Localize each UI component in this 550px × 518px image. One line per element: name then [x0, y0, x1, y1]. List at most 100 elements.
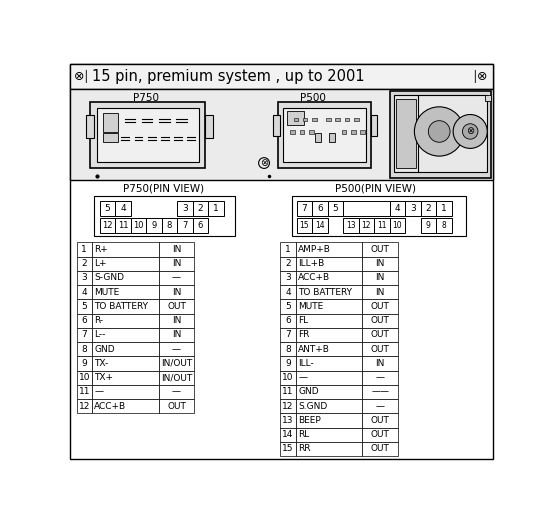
Text: IN: IN [172, 259, 181, 268]
Text: IN: IN [172, 330, 181, 339]
Text: TX-: TX- [95, 359, 108, 368]
Bar [158, 271, 194, 285]
Text: 9: 9 [81, 359, 87, 368]
Bar [362, 413, 398, 427]
Bar [309, 130, 313, 134]
Bar [158, 285, 194, 299]
Text: ⊗: ⊗ [260, 158, 268, 168]
Text: 9: 9 [426, 221, 431, 230]
Bar [158, 313, 194, 328]
Bar [371, 114, 377, 136]
Bar [158, 356, 194, 370]
Text: 9: 9 [151, 221, 157, 230]
Bar [296, 370, 362, 385]
Bar [343, 218, 359, 233]
Bar [92, 285, 158, 299]
Text: R-: R- [95, 316, 103, 325]
Text: 7: 7 [182, 221, 188, 230]
Bar [70, 89, 493, 180]
Text: 3: 3 [81, 274, 87, 282]
Bar [158, 385, 194, 399]
Text: MUTE: MUTE [298, 302, 323, 311]
Bar [76, 385, 92, 399]
Bar [92, 242, 158, 256]
Text: ⊗: ⊗ [477, 69, 488, 82]
Bar [92, 256, 158, 271]
Text: 5: 5 [81, 302, 87, 311]
Bar [329, 133, 336, 142]
Text: 11: 11 [282, 387, 294, 396]
Text: RR: RR [298, 444, 311, 453]
Text: 15: 15 [300, 221, 309, 230]
Bar [312, 201, 328, 216]
Text: —: — [172, 274, 181, 282]
Bar [162, 218, 177, 233]
Text: GND: GND [298, 387, 319, 396]
Text: ⊗: ⊗ [466, 126, 474, 136]
Text: 11: 11 [377, 221, 387, 230]
Circle shape [414, 107, 464, 156]
Text: OUT: OUT [371, 245, 390, 254]
Text: FR: FR [298, 330, 310, 339]
Bar [192, 218, 208, 233]
Bar [421, 218, 436, 233]
Bar [296, 399, 362, 413]
Bar [396, 99, 416, 168]
Bar [76, 313, 92, 328]
Text: L+: L+ [95, 259, 107, 268]
Bar [359, 218, 374, 233]
Text: GND: GND [95, 344, 115, 354]
Text: 7: 7 [285, 330, 291, 339]
Text: OUT: OUT [167, 401, 186, 411]
Text: P750(PIN VIEW): P750(PIN VIEW) [123, 183, 204, 193]
Text: 13: 13 [346, 221, 356, 230]
Text: 1: 1 [213, 204, 219, 213]
Bar [362, 342, 398, 356]
Text: 3: 3 [410, 204, 416, 213]
Bar [280, 399, 296, 413]
Bar [280, 385, 296, 399]
Text: OUT: OUT [371, 430, 390, 439]
Bar [485, 95, 491, 102]
Bar [292, 196, 466, 236]
Bar [294, 118, 298, 121]
Bar [76, 271, 92, 285]
Text: 10: 10 [79, 373, 90, 382]
Bar [158, 256, 194, 271]
Bar [354, 118, 359, 121]
Text: P500(PIN VIEW): P500(PIN VIEW) [335, 183, 416, 193]
Circle shape [258, 157, 270, 168]
Bar [360, 130, 365, 134]
Text: OUT: OUT [371, 344, 390, 354]
Bar [92, 271, 158, 285]
Bar [290, 130, 295, 134]
Bar [280, 370, 296, 385]
Bar [315, 133, 321, 142]
Text: BEEP: BEEP [298, 416, 321, 425]
Text: │: │ [82, 69, 89, 82]
Bar [92, 356, 158, 370]
Text: OUT: OUT [371, 302, 390, 311]
Text: 12: 12 [102, 221, 113, 230]
Bar [280, 313, 296, 328]
Text: 15 pin, premium system , up to 2001: 15 pin, premium system , up to 2001 [92, 68, 365, 83]
Bar [436, 218, 452, 233]
Bar [76, 299, 92, 313]
Text: 2: 2 [197, 204, 204, 213]
Text: IN/OUT: IN/OUT [161, 359, 192, 368]
Bar [362, 285, 398, 299]
Bar [92, 328, 158, 342]
Bar [76, 399, 92, 413]
Text: IN: IN [376, 287, 385, 297]
Text: 8: 8 [81, 344, 87, 354]
Text: —: — [298, 373, 307, 382]
Bar [336, 118, 340, 121]
Bar [280, 271, 296, 285]
Bar [362, 442, 398, 456]
Text: AMP+B: AMP+B [298, 245, 331, 254]
Text: 2: 2 [426, 204, 431, 213]
Bar [362, 299, 398, 313]
Bar [205, 114, 213, 138]
Bar [76, 342, 92, 356]
Bar [280, 256, 296, 271]
